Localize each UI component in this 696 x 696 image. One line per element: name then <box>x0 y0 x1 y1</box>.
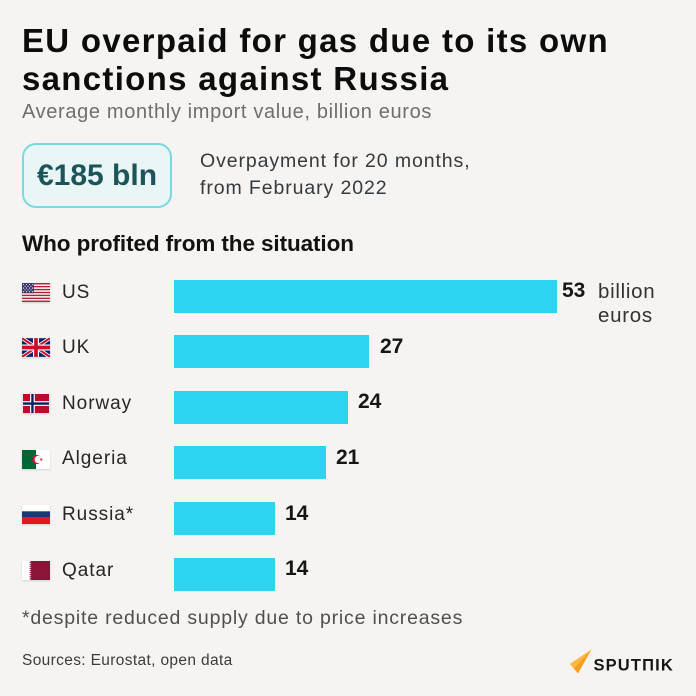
svg-text:SPUTПIK: SPUTПIK <box>594 657 674 675</box>
